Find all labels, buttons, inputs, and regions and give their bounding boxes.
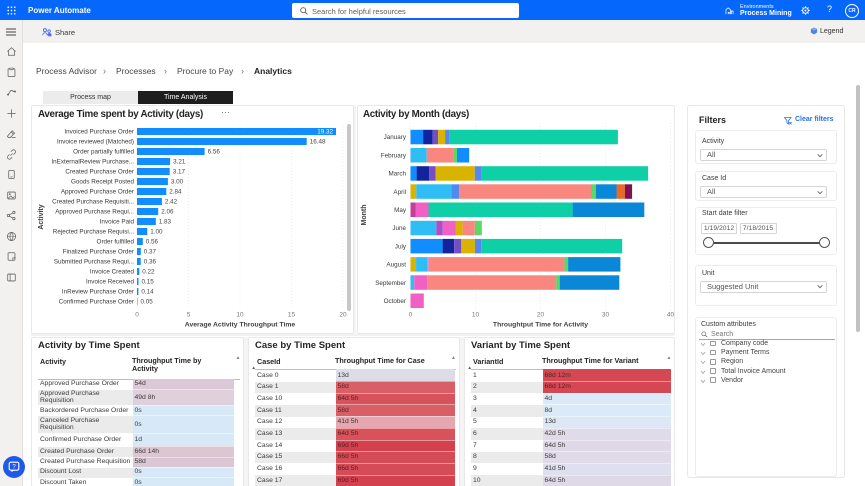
svg-text:Invoice Created: Invoice Created [90, 269, 135, 276]
svg-text:3.17: 3.17 [173, 169, 186, 176]
svg-text:Approved Purchase Order: Approved Purchase Order [61, 189, 134, 196]
svg-text:March: March [388, 171, 406, 178]
svg-text:InExternalReview Purchase...: InExternalReview Purchase... [51, 159, 134, 166]
svg-text:0.14: 0.14 [141, 289, 154, 296]
svg-text:Created Purchase Requisiti...: Created Purchase Requisiti... [52, 199, 134, 206]
svg-text:10: 10 [471, 312, 479, 319]
svg-text:16.48: 16.48 [310, 139, 326, 146]
svg-text:Goods Receipt Posted: Goods Receipt Posted [71, 179, 135, 186]
svg-text:0.05: 0.05 [141, 299, 154, 306]
svg-text:15: 15 [288, 312, 296, 319]
svg-text:Activity: Activity [38, 204, 45, 229]
svg-text:20: 20 [536, 312, 544, 319]
svg-text:June: June [392, 225, 406, 232]
svg-text:Month: Month [361, 205, 368, 226]
svg-text:19.32: 19.32 [317, 129, 333, 136]
svg-text:Invoice Paid: Invoice Paid [100, 219, 135, 226]
svg-text:Submitted Purchase Requi...: Submitted Purchase Requi... [54, 259, 134, 266]
svg-text:6.56: 6.56 [208, 149, 221, 156]
svg-text:2.06: 2.06 [161, 209, 174, 216]
svg-text:April: April [393, 189, 406, 196]
svg-text:Finalized Purchase Order: Finalized Purchase Order [63, 249, 134, 256]
svg-text:Order partially fulfilled: Order partially fulfilled [73, 149, 134, 156]
svg-text:Confirmed Purchase Order: Confirmed Purchase Order [59, 299, 134, 306]
svg-text:5: 5 [187, 312, 191, 319]
svg-text:0.36: 0.36 [144, 259, 157, 266]
svg-text:2.84: 2.84 [169, 189, 182, 196]
svg-text:January: January [383, 134, 406, 141]
svg-text:0.22: 0.22 [142, 269, 155, 276]
svg-text:30: 30 [601, 312, 609, 319]
svg-text:0.15: 0.15 [142, 279, 155, 286]
svg-text:Rejected Purchase Requisi...: Rejected Purchase Requisi... [53, 229, 134, 236]
svg-text:40: 40 [666, 312, 674, 319]
svg-text:10: 10 [236, 312, 244, 319]
svg-text:1.83: 1.83 [159, 219, 172, 226]
svg-text:0: 0 [408, 312, 412, 319]
svg-text:1.00: 1.00 [150, 229, 163, 236]
svg-text:May: May [394, 207, 407, 214]
svg-text:3.00: 3.00 [171, 179, 184, 186]
svg-text:February: February [380, 152, 406, 159]
svg-text:Invoice reviewed (Matched): Invoice reviewed (Matched) [57, 139, 134, 146]
svg-text:Throughtput Time for Activity: Throughtput Time for Activity [492, 322, 587, 329]
svg-text:October: October [383, 298, 405, 305]
svg-text:August: August [386, 262, 406, 269]
svg-text:Approved Purchase Requi...: Approved Purchase Requi... [55, 209, 134, 216]
svg-text:2.42: 2.42 [165, 199, 178, 206]
svg-text:3.21: 3.21 [173, 159, 186, 166]
svg-text:Invoice Received: Invoice Received [86, 279, 134, 286]
svg-text:Average Activity Throughput Ti: Average Activity Throughput Time [185, 322, 296, 329]
svg-text:Created Purchase Order: Created Purchase Order [65, 169, 134, 176]
svg-text:20: 20 [339, 312, 347, 319]
svg-text:Invoiced Purchase Order: Invoiced Purchase Order [64, 129, 134, 136]
svg-text:?: ? [12, 465, 16, 471]
svg-text:InReview Purchase Order: InReview Purchase Order [62, 289, 134, 296]
svg-text:September: September [375, 280, 406, 287]
svg-text:0: 0 [135, 312, 139, 319]
svg-text:July: July [394, 243, 406, 250]
svg-text:0.56: 0.56 [146, 239, 159, 246]
svg-text:0.37: 0.37 [144, 249, 157, 256]
svg-text:Order fulfilled: Order fulfilled [97, 239, 135, 246]
